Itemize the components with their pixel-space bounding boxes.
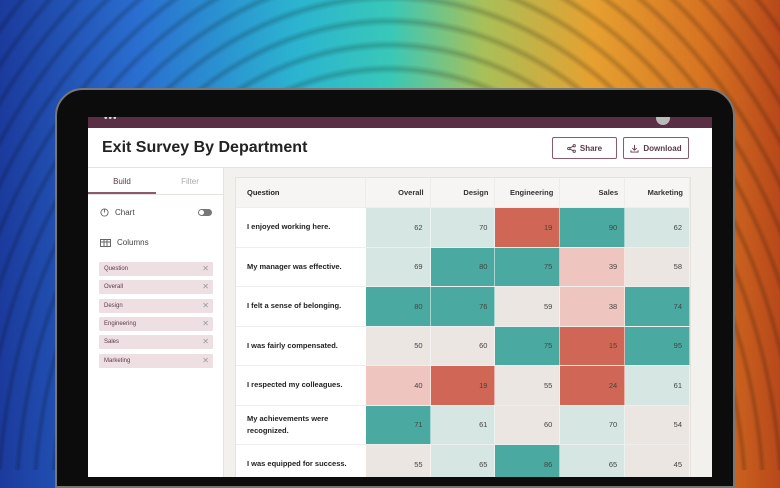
columns-label: Columns [117,238,149,247]
value-cell: 38 [560,287,626,326]
value-cell: 75 [495,326,561,365]
share-label: Share [579,143,603,153]
question-cell: My achievements were recognized. [236,405,366,444]
column-header[interactable]: Sales [560,178,626,207]
question-cell: My manager was effective. [236,247,366,286]
question-cell: I was equipped for success. [236,445,366,477]
table-row: I was fairly compensated. 50 60 75 15 95 [236,326,691,366]
page-title: Exit Survey By Department [102,139,308,156]
value-cell: 70 [430,208,496,247]
remove-icon[interactable]: ✕ [202,355,209,365]
column-chip[interactable]: Question ✕ [99,262,213,276]
value-cell: 86 [495,445,561,477]
value-cell: 59 [495,287,561,326]
value-cell: 58 [625,247,691,286]
app-window: ••• Exit Survey By Department Share Down… [88,117,712,477]
value-cell: 19 [430,366,496,405]
question-cell: I felt a sense of belonging. [236,287,366,326]
value-cell: 60 [430,326,496,365]
remove-icon[interactable]: ✕ [202,282,209,292]
download-icon [630,144,639,153]
column-chip-label: Design [104,302,123,309]
value-cell: 69 [365,247,431,286]
share-icon [567,143,576,153]
divider [88,194,223,195]
value-cell: 65 [430,445,496,477]
chart-icon [100,208,109,217]
value-cell: 50 [365,326,431,365]
value-cell: 62 [365,208,431,247]
value-cell: 95 [625,326,691,365]
value-cell: 40 [365,366,431,405]
column-chip[interactable]: Sales ✕ [99,335,213,350]
column-chip-label: Sales [104,339,120,346]
question-cell: I enjoyed working here. [236,208,366,247]
tab-filter[interactable]: Filter [181,177,199,186]
column-header[interactable]: Engineering [495,178,561,207]
value-cell: 62 [625,208,691,247]
column-chip-label: Overall [104,284,124,291]
table-row: I felt a sense of belonging. 80 76 59 38 74 [236,287,691,327]
column-header[interactable]: Question [236,178,366,207]
question-cell: I respected my colleagues. [236,366,366,405]
table-row: My achievements were recognized. 71 61 60 70… [236,405,691,445]
value-cell: 75 [495,247,561,286]
value-cell: 55 [495,366,561,405]
share-button[interactable]: Share [552,137,617,159]
value-cell: 61 [625,366,691,405]
column-chip[interactable]: Engineering ✕ [99,316,213,331]
sidebar: Build Filter Chart Columns Question ✕ Over… [88,168,224,477]
table-header: Question Overall Design Engineering Sales Mar… [236,178,691,208]
question-cell: I was fairly compensated. [236,326,366,365]
chart-row: Chart [100,208,135,217]
remove-icon[interactable]: ✕ [202,318,209,328]
chart-toggle[interactable] [198,209,212,216]
value-cell: 24 [560,366,626,405]
columns-row: Columns [100,238,149,247]
tab-build[interactable]: Build [88,168,156,194]
page-header: Exit Survey By Department Share Download [88,128,712,168]
value-cell: 71 [365,405,431,444]
data-table: Question Overall Design Engineering Sales Mar… [235,177,691,477]
column-header[interactable]: Marketing [625,178,691,207]
value-cell: 60 [495,405,561,444]
column-chip[interactable]: Design ✕ [99,298,213,313]
download-label: Download [643,143,682,153]
column-header[interactable]: Design [430,178,496,207]
remove-icon[interactable]: ✕ [202,337,209,347]
value-cell: 15 [560,326,626,365]
value-cell: 74 [625,287,691,326]
column-chip-label: Question [104,266,129,272]
column-header[interactable]: Overall [365,178,431,207]
column-chip[interactable]: Marketing ✕ [99,353,213,368]
top-bar: ••• [88,117,712,128]
column-chip-label: Marketing [104,357,131,364]
table-row: I enjoyed working here. 62 70 19 90 62 [236,208,691,248]
chart-label: Chart [115,208,135,217]
value-cell: 45 [625,445,691,477]
value-cell: 39 [560,247,626,286]
column-chip-label: Engineering [104,320,137,327]
remove-icon[interactable]: ✕ [202,300,209,310]
value-cell: 65 [560,445,626,477]
menu-dots-icon[interactable]: ••• [104,117,118,124]
table-row: My manager was effective. 69 80 75 39 58 [236,247,691,287]
columns-icon [100,238,111,247]
remove-icon[interactable]: ✕ [202,264,209,273]
value-cell: 61 [430,405,496,444]
value-cell: 80 [430,247,496,286]
value-cell: 55 [365,445,431,477]
table-row: I respected my colleagues. 40 19 55 24 61 [236,366,691,406]
value-cell: 54 [625,405,691,444]
column-chip[interactable]: Overall ✕ [99,280,213,295]
avatar[interactable] [656,117,670,125]
value-cell: 80 [365,287,431,326]
value-cell: 19 [495,208,561,247]
value-cell: 70 [560,405,626,444]
value-cell: 76 [430,287,496,326]
value-cell: 90 [560,208,626,247]
download-button[interactable]: Download [623,137,689,159]
table-row: I was equipped for success. 55 65 86 65 45 [236,445,691,477]
